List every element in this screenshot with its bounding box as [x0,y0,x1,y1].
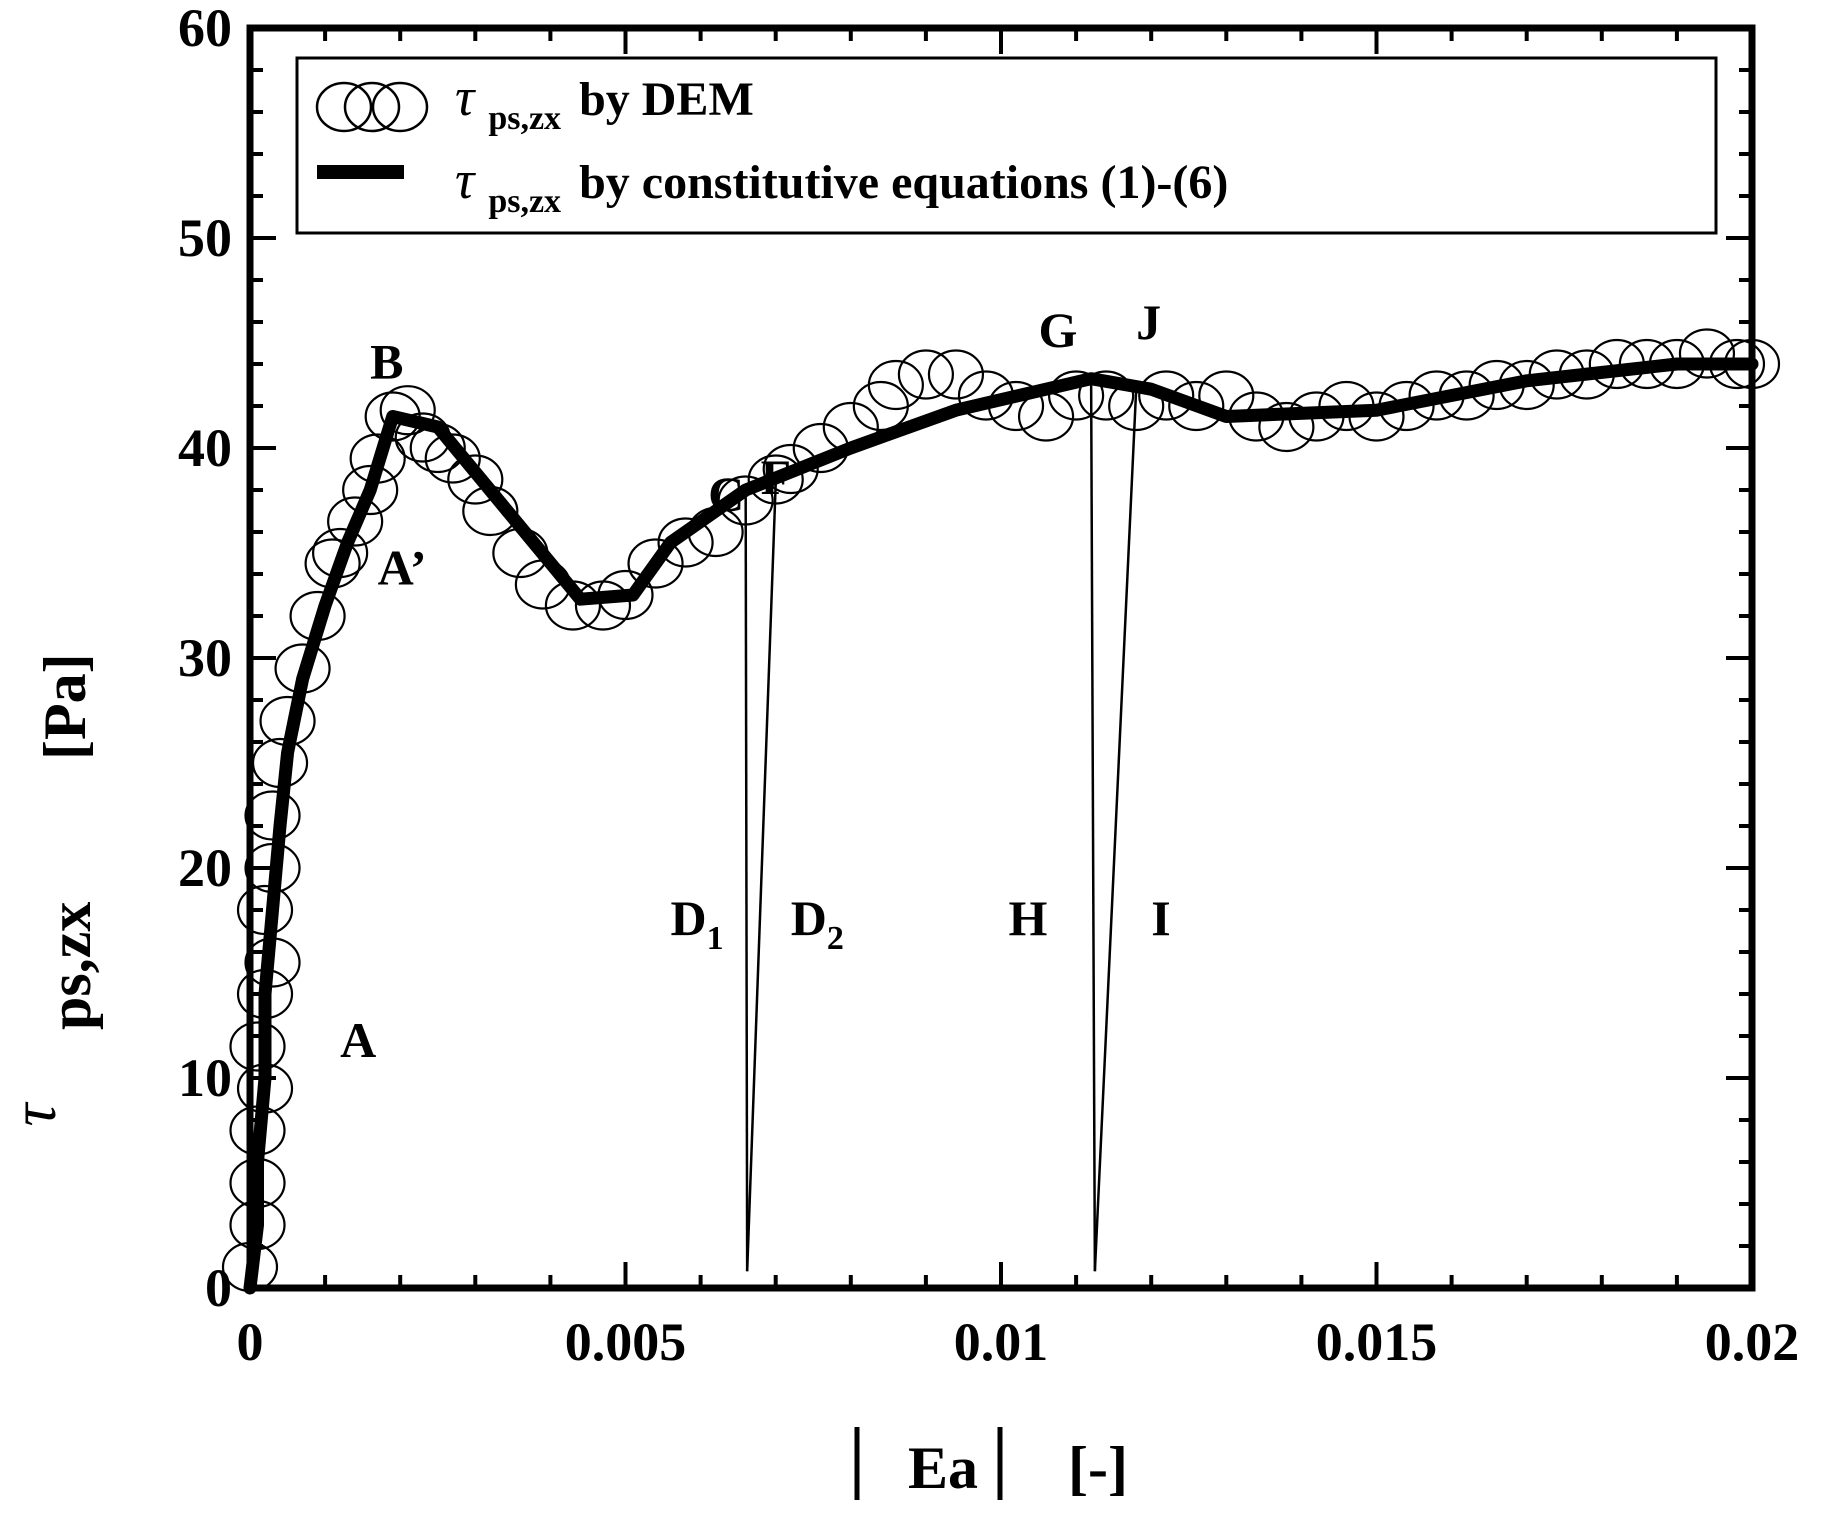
svg-text:[Pa]: [Pa] [32,653,98,760]
x-tick-label: 0.02 [1705,1312,1800,1372]
x-axis-unit: [-] [1068,1435,1128,1501]
legend-entry-1-sub: ps,zx [488,100,561,137]
legend-entry-1-symbol: τ [455,67,476,127]
y-tick-label: 60 [178,0,232,58]
y-axis-subscript: ps,zx [37,902,103,1030]
dem-point [1138,370,1195,421]
y-tick-labels: 0 10 20 30 40 50 60 [178,0,232,1318]
unloading-line [744,489,749,1272]
dem-point [229,1021,286,1072]
svg-text:ps,zx: ps,zx [37,902,103,1030]
y-axis-symbol-group: τ [0,1101,69,1126]
point-annotations: A A’ B C F G J D1 D2 H I [340,294,1171,1068]
unloading-line [1089,378,1097,1272]
dem-point [424,433,481,484]
legend-box [295,56,1718,235]
annotation-g: G [1039,302,1078,358]
annotation-c: C [708,466,744,522]
y-tick-label: 20 [178,838,232,898]
y-axis-title: [Pa] [32,653,98,760]
dem-point [342,464,399,516]
annotation-j: J [1136,294,1161,350]
dem-point [1078,370,1135,421]
dem-point [762,443,819,495]
dem-point [927,349,985,400]
x-axis-title: Ea [-] [854,1427,1128,1501]
dem-point [657,517,714,568]
x-tick-label: 0.015 [1316,1312,1438,1372]
legend-entry-1-text: by DEM [579,73,754,126]
legend-circle-marker [315,81,429,133]
dem-point [327,496,384,547]
unloading-line [745,483,777,1272]
dem-point [447,454,504,505]
x-tick-label: 0.005 [565,1312,687,1372]
annotation-d2: D2 [791,890,844,957]
dem-point [1047,370,1105,421]
x-tick-labels: 0 0.005 0.01 0.015 0.02 [237,1312,1800,1372]
y-axis-subscript-group: ps,zx [37,902,103,1030]
unloading-lines [744,378,1138,1272]
x-tick-label: 0.01 [954,1312,1049,1372]
y-axis-unit: [Pa] [32,653,98,760]
annotation-f: F [761,449,792,505]
y-tick-label: 50 [178,208,232,268]
legend-entry-2-text: by constitutive equations (1)-(6) [579,156,1228,209]
annotation-a: A [340,1012,376,1068]
legend-entry-2-symbol: τ [455,150,476,210]
annotation-d1: D1 [671,890,724,957]
y-axis-symbol: τ [0,1101,69,1126]
annotation-i: I [1151,890,1170,946]
dem-point [627,538,684,589]
x-tick-label: 0 [237,1312,264,1372]
y-tick-label: 10 [178,1048,232,1108]
unloading-line [1093,389,1138,1272]
constitutive-line [243,357,1759,1295]
annotation-b: B [370,334,403,390]
dem-point [717,475,774,526]
dem-point [1678,328,1736,379]
dem-point [1168,380,1225,432]
legend-entry-2: τ ps,zx by constitutive equations (1)-(6… [455,150,1228,220]
plot-frame [246,24,1756,1292]
dem-point [867,359,924,411]
legend-entry-1: τ ps,zx by DEM [455,67,754,137]
svg-text:τ: τ [0,1101,69,1126]
dem-point [747,454,804,505]
legend: τ ps,zx by DEM τ ps,zx by constitutive e… [295,56,1718,235]
dem-point [1258,401,1315,453]
x-axis-main: Ea [908,1435,978,1501]
constitutive-series [243,357,1759,1295]
y-tick-label: 30 [178,628,232,688]
dem-point [897,349,955,400]
legend-entry-2-sub: ps,zx [488,183,561,220]
annotation-h: H [1009,890,1048,946]
y-tick-label: 40 [178,418,232,478]
y-tick-label: 0 [205,1258,232,1318]
dem-point [379,385,436,436]
annotation-a: A’ [378,540,427,596]
